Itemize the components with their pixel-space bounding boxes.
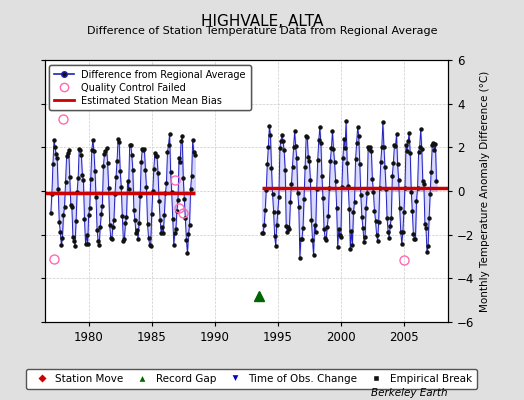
Legend: Station Move, Record Gap, Time of Obs. Change, Empirical Break: Station Move, Record Gap, Time of Obs. C… [26, 369, 477, 389]
Text: HIGHVALE, ALTA: HIGHVALE, ALTA [201, 14, 323, 29]
Legend: Difference from Regional Average, Quality Control Failed, Estimated Station Mean: Difference from Regional Average, Qualit… [49, 65, 251, 110]
Text: Difference of Station Temperature Data from Regional Average: Difference of Station Temperature Data f… [87, 26, 437, 36]
Y-axis label: Monthly Temperature Anomaly Difference (°C): Monthly Temperature Anomaly Difference (… [480, 70, 490, 312]
Text: Berkeley Earth: Berkeley Earth [372, 388, 448, 398]
